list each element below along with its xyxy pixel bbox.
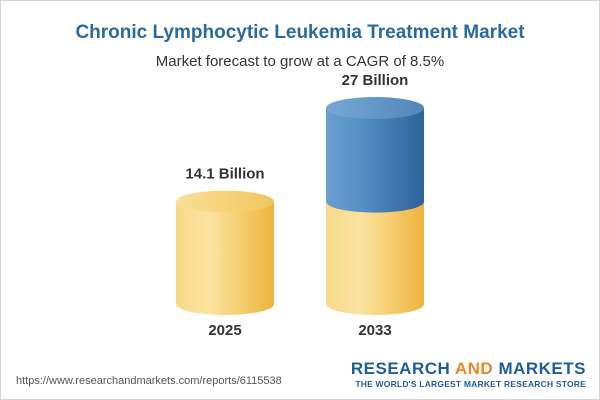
brand-logo: RESEARCH AND MARKETS THE WORLD'S LARGEST… (351, 360, 586, 390)
bar-top-2033 (326, 96, 424, 119)
brand-name-part2: AND (454, 359, 494, 378)
brand-name-part3: MARKETS (493, 359, 586, 378)
x-tick-label: 2025 (208, 322, 241, 339)
source-url[interactable]: https://www.researchandmarkets.com/repor… (16, 375, 282, 387)
brand-tagline: THE WORLD'S LARGEST MARKET RESEARCH STOR… (355, 379, 586, 389)
bar-base-2033 (326, 201, 424, 315)
bar-base-2025 (176, 201, 274, 315)
data-label: 27 Billion (342, 72, 409, 89)
bar-top-2025 (176, 190, 274, 213)
brand-name-part1: RESEARCH (350, 359, 455, 378)
data-label: 14.1 Billion (185, 166, 264, 183)
chart-subtitle: Market forecast to grow at a CAGR of 8.5… (155, 53, 445, 70)
x-tick-label: 2033 (358, 322, 391, 339)
brand-name: RESEARCH AND MARKETS (351, 360, 586, 378)
chart-title: Chronic Lymphocytic Leukemia Treatment M… (75, 22, 525, 43)
bar-growth-2033 (326, 107, 424, 213)
